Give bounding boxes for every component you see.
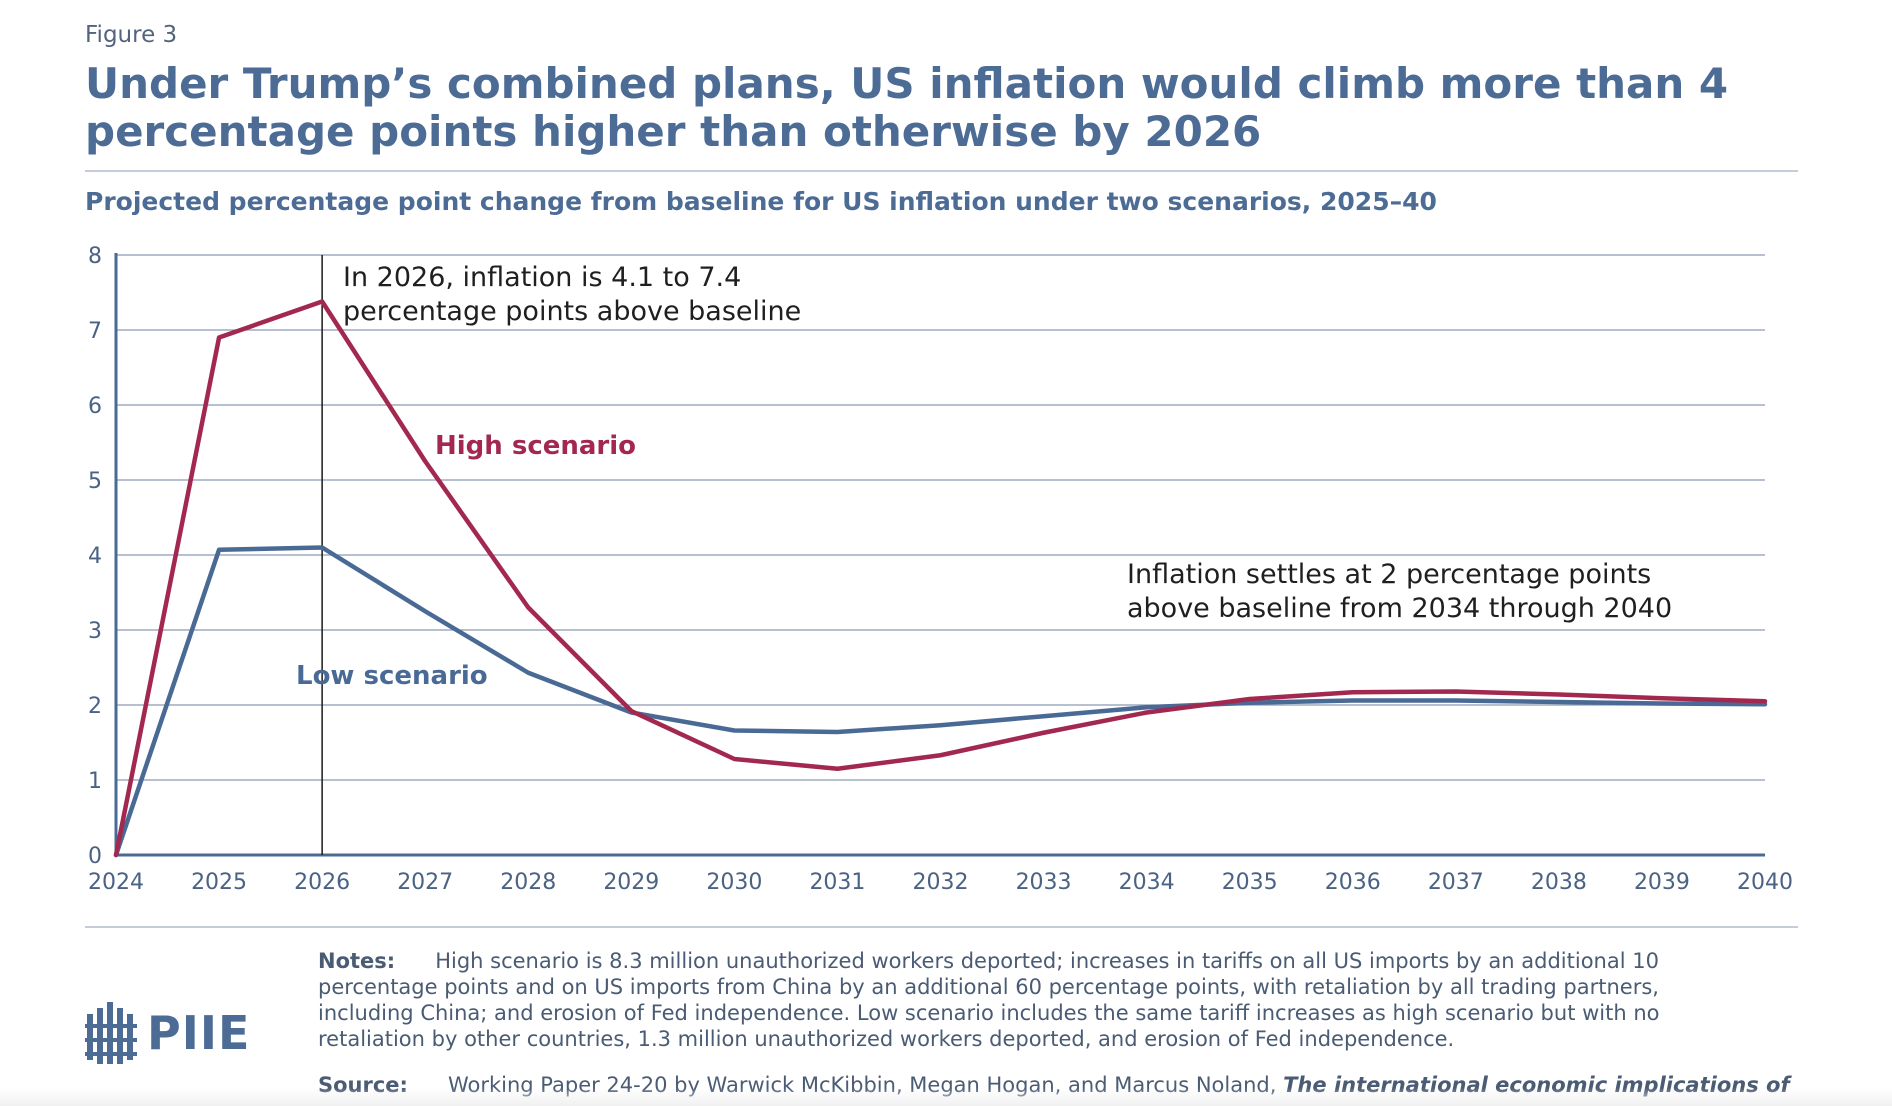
notes-text: High scenario is 8.3 million unauthorize…	[318, 949, 1660, 1051]
x-tick-label: 2032	[913, 870, 969, 895]
x-tick-label: 2039	[1634, 870, 1690, 895]
y-tick-label: 0	[88, 844, 102, 869]
y-tick-label: 4	[88, 544, 102, 569]
x-tick-label: 2031	[809, 870, 865, 895]
piie-logo: PIIE	[85, 1000, 250, 1066]
y-tick-label: 5	[88, 469, 102, 494]
x-tick-label: 2026	[294, 870, 350, 895]
x-tick-label: 2034	[1119, 870, 1175, 895]
y-tick-label: 1	[88, 769, 102, 794]
high-scenario-label: High scenario	[435, 431, 636, 461]
chart-title: Under Trump’s combined plans, US inflati…	[85, 59, 1729, 156]
y-tick-label: 7	[88, 319, 102, 344]
x-tick-label: 2025	[191, 870, 247, 895]
x-tick-label: 2036	[1325, 870, 1381, 895]
figure-label: Figure 3	[85, 22, 178, 48]
footer-divider	[85, 926, 1798, 928]
annotation-text: In 2026, inflation is 4.1 to 7.4	[343, 262, 741, 293]
x-tick-label: 2030	[706, 870, 762, 895]
x-tick-label: 2024	[88, 870, 144, 895]
y-tick-label: 6	[88, 394, 102, 419]
x-tick-label: 2029	[603, 870, 659, 895]
x-tick-label: 2037	[1428, 870, 1484, 895]
notes: Notes: High scenario is 8.3 million unaut…	[318, 948, 1718, 1052]
piie-logo-text: PIIE	[147, 1006, 251, 1060]
notes-label: Notes:	[318, 949, 396, 973]
axes: 0 1 2 3 4 5 6 7 8 2024 2025 2026 2027 2028 2029 2030 203…	[88, 244, 1793, 895]
x-tick-label: 2040	[1737, 870, 1793, 895]
x-tick-label: 2033	[1016, 870, 1072, 895]
line-chart: 0 1 2 3 4 5 6 7 8 2024 2025 2026 2027 2028 2029 2030 203…	[88, 244, 1793, 895]
bottom-fade	[0, 1088, 1892, 1106]
title-divider	[85, 170, 1798, 172]
high-scenario-line	[113, 299, 1768, 858]
low-scenario-label: Low scenario	[296, 661, 488, 691]
y-tick-label: 8	[88, 244, 102, 269]
x-tick-label: 2038	[1531, 870, 1587, 895]
series	[113, 299, 1768, 858]
y-tick-label: 3	[88, 619, 102, 644]
y-tick-label: 2	[88, 694, 102, 719]
chart-labels: High scenario Low scenario In 2026, inflat…	[296, 262, 1672, 691]
annotation-text: above baseline from 2034 through 2040	[1127, 593, 1672, 624]
low-scenario-line	[113, 545, 1768, 858]
chart-subtitle: Projected percentage point change from b…	[85, 187, 1437, 216]
x-tick-label: 2028	[500, 870, 556, 895]
annotation-text: percentage points above baseline	[343, 296, 801, 327]
annotation-text: Inflation settles at 2 percentage points	[1127, 559, 1651, 590]
x-tick-label: 2035	[1222, 870, 1278, 895]
x-tick-label: 2027	[397, 870, 453, 895]
piie-logo-icon	[85, 1002, 137, 1064]
